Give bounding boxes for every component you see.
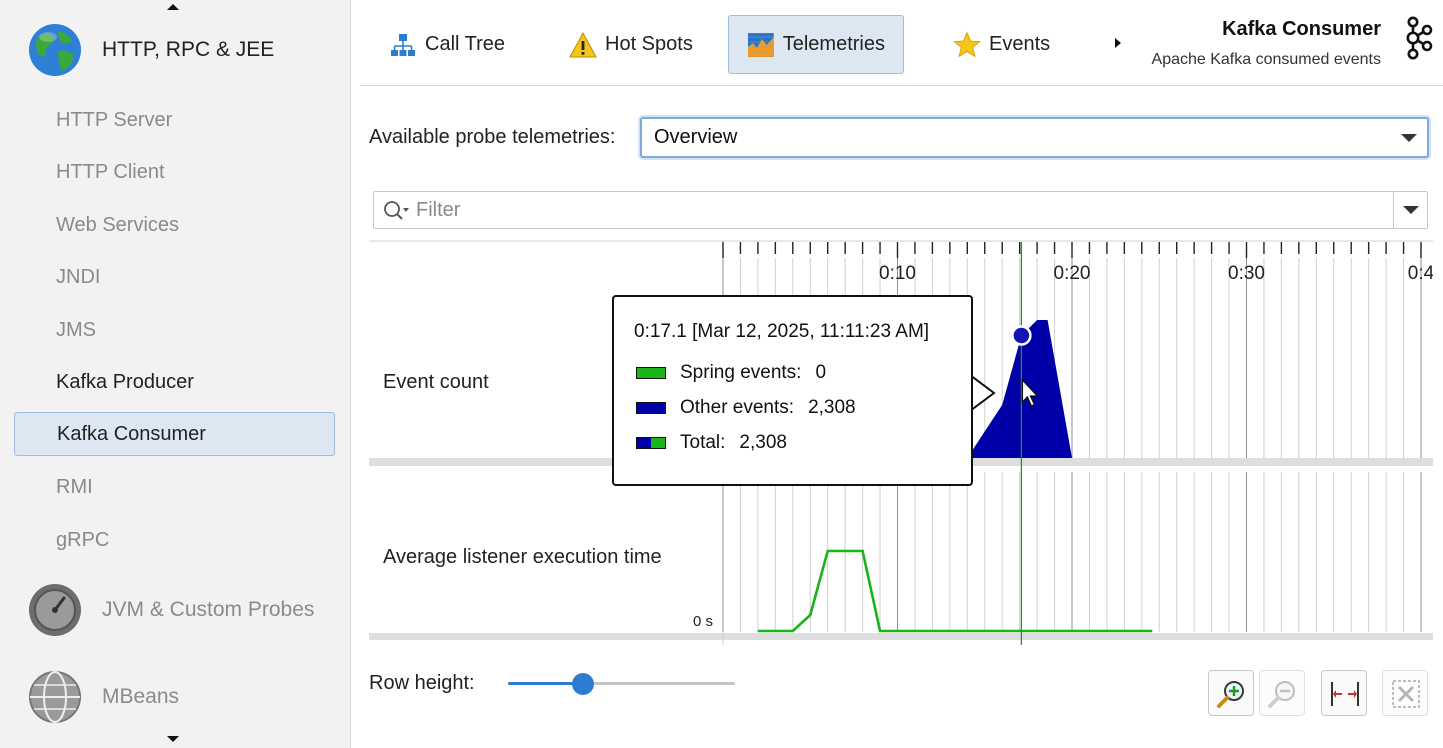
group-mbeans[interactable]: MBeans	[28, 669, 179, 725]
group-label: MBeans	[102, 685, 180, 708]
filter-dropdown-button[interactable]	[1393, 192, 1427, 228]
tooltip-title: 0:17.1 [Mar 12, 2025, 11:11:23 AM]	[634, 321, 930, 342]
reset-zoom-icon	[1392, 680, 1420, 708]
series-swatch	[636, 437, 666, 449]
sidebar-scroll-up-icon[interactable]	[167, 4, 179, 10]
zoom-out-icon	[1268, 681, 1295, 708]
row-height-slider[interactable]	[508, 673, 735, 695]
zoom-in-icon	[1217, 681, 1244, 708]
tab-events[interactable]: Events	[934, 15, 1069, 74]
search-icon[interactable]	[382, 199, 412, 223]
y-axis-label: 0 s	[693, 613, 713, 630]
probe-description: Apache Kafka consumed events	[1151, 51, 1381, 68]
sidebar-item-jndi[interactable]: JNDI	[56, 265, 101, 288]
fit-to-width-icon	[1331, 682, 1359, 706]
more-tabs-icon[interactable]	[1115, 38, 1121, 48]
series-swatch	[636, 402, 666, 414]
telemetries-icon	[747, 32, 774, 57]
row-separator	[369, 633, 1433, 640]
tab-call-tree[interactable]: Call Tree	[370, 15, 524, 74]
sidebar-item-web-services[interactable]: Web Services	[56, 213, 180, 236]
tooltip-row-spring-events: Spring events: 0	[636, 361, 826, 385]
tooltip-row-value: 2,308	[808, 397, 856, 418]
filter-box	[373, 191, 1428, 229]
row-label-event-count: Event count	[383, 371, 489, 393]
fit-to-width-button[interactable]	[1321, 670, 1367, 716]
sidebar-item-kafka-producer[interactable]: Kafka Producer	[56, 370, 194, 393]
sidebar: HTTP, RPC & JEE HTTP Server HTTP Client …	[0, 0, 351, 748]
tab-hot-spots[interactable]: Hot Spots	[550, 15, 712, 74]
probe-title: Kafka Consumer	[1222, 18, 1381, 40]
chevron-down-icon	[1401, 134, 1417, 142]
filter-input[interactable]	[416, 197, 1376, 223]
reset-zoom-button[interactable]	[1382, 670, 1428, 716]
chevron-down-icon	[1403, 206, 1419, 214]
x-tick-label: 0:10	[879, 263, 916, 284]
probe-telemetries-value: Overview	[654, 126, 738, 148]
series-area-other-events	[967, 320, 1072, 458]
sidebar-item-grpc[interactable]: gRPC	[56, 528, 110, 551]
series-line-listener-time	[757, 549, 1153, 633]
mbeans-globe-icon	[29, 671, 81, 723]
series-swatch	[636, 367, 666, 379]
probe-telemetries-label: Available probe telemetries:	[369, 126, 616, 148]
tooltip-row-value: 2,308	[739, 432, 787, 453]
tab-label: Call Tree	[425, 33, 506, 55]
star-icon	[953, 30, 981, 57]
zoom-in-button[interactable]	[1208, 670, 1254, 716]
x-tick-label: 0:4	[1408, 263, 1433, 284]
group-label: HTTP, RPC & JEE	[102, 38, 275, 61]
row-height-label: Row height:	[369, 672, 475, 694]
tab-telemetries[interactable]: Telemetries	[728, 15, 904, 74]
sidebar-item-http-client[interactable]: HTTP Client	[56, 160, 165, 183]
row-height-slider-knob[interactable]	[571, 673, 594, 695]
group-http-rpc-jee[interactable]: HTTP, RPC & JEE	[28, 22, 274, 78]
tooltip-row-label: Other events:	[680, 397, 795, 418]
row-height-slider-fill	[508, 682, 583, 685]
tooltip-row-value: 0	[815, 362, 827, 383]
tab-label: Hot Spots	[605, 33, 693, 55]
tooltip-row-total: Total: 2,308	[636, 431, 787, 455]
group-label: JVM & Custom Probes	[102, 598, 315, 621]
globe-icon	[29, 24, 81, 76]
row-label-listener-time: Average listener execution time	[383, 546, 662, 568]
tooltip-row-other-events: Other events: 2,308	[636, 396, 856, 420]
tooltip-row-label: Total:	[680, 432, 726, 453]
sidebar-item-kafka-consumer[interactable]: Kafka Consumer	[14, 412, 335, 456]
sidebar-item-jms[interactable]: JMS	[56, 318, 96, 341]
gauge-icon	[29, 584, 81, 636]
group-jvm-custom-probes[interactable]: JVM & Custom Probes	[28, 582, 314, 638]
tab-label: Telemetries	[782, 33, 885, 55]
tooltip-row-label: Spring events:	[680, 362, 802, 383]
tooltip-box	[612, 295, 973, 486]
sidebar-item-rmi[interactable]: RMI	[56, 475, 93, 498]
x-tick-label: 0:20	[1054, 263, 1091, 284]
sidebar-item-http-server[interactable]: HTTP Server	[56, 108, 173, 131]
cursor-marker	[1011, 325, 1032, 346]
tab-label: Events	[989, 33, 1051, 55]
call-tree-icon	[391, 33, 415, 56]
kafka-logo-icon	[1406, 16, 1433, 60]
warning-icon	[569, 31, 597, 57]
probe-telemetries-select[interactable]: Overview	[640, 117, 1429, 158]
chart-tooltip: 0:17.1 [Mar 12, 2025, 11:11:23 AM] Sprin…	[612, 295, 996, 486]
zoom-out-button[interactable]	[1259, 670, 1305, 716]
sidebar-scroll-down-icon[interactable]	[167, 736, 179, 742]
mouse-cursor-icon	[1021, 378, 1039, 407]
tooltip-pointer	[970, 374, 996, 412]
view-tab-bar: Call Tree Hot Spots Telemetries	[360, 0, 1443, 86]
x-tick-label: 0:30	[1228, 263, 1265, 284]
main-panel: Call Tree Hot Spots Telemetries	[352, 0, 1443, 748]
